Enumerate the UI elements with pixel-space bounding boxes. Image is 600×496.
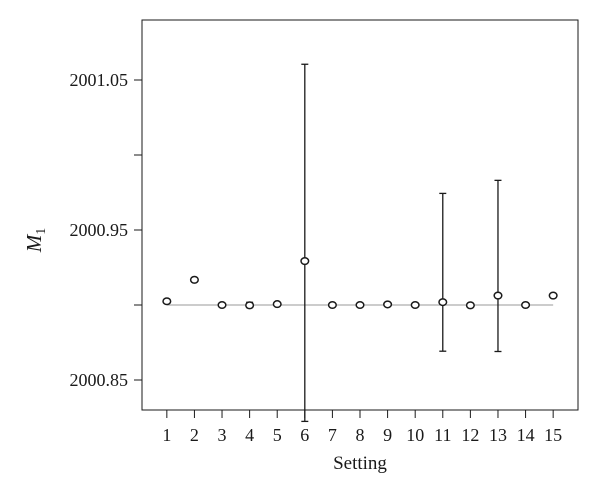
data-point: [493, 291, 503, 300]
x-axis: 1 2 3 4 5 6 7 8 9 10 11 12 13 14 15: [162, 410, 562, 445]
data-point: [465, 301, 475, 310]
y-axis-title: M1: [22, 228, 49, 254]
data-point: [548, 291, 558, 300]
data-point: [521, 300, 531, 310]
x-tick-label: 8: [356, 425, 365, 445]
data-point: [383, 300, 393, 309]
series: [162, 63, 558, 423]
data-point: [355, 300, 365, 310]
data-point: [162, 297, 172, 306]
x-tick-label: 1: [162, 425, 171, 445]
x-tick-label: 5: [273, 425, 282, 445]
data-point: [189, 275, 199, 284]
x-tick-label: 2: [190, 425, 199, 445]
x-tick-label: 12: [461, 425, 479, 445]
x-tick-label: 13: [489, 425, 507, 445]
y-tick-label: 2000.95: [70, 220, 129, 240]
data-point: [327, 300, 337, 310]
y-axis-title-main: M: [22, 233, 46, 253]
x-tick-label: 15: [544, 425, 562, 445]
x-axis-title: Setting: [333, 453, 387, 474]
y-axis-title-subscript: 1: [34, 228, 49, 235]
x-tick-label: 14: [517, 425, 535, 445]
data-point: [300, 257, 310, 266]
data-point: [272, 300, 282, 309]
x-tick-label: 4: [245, 425, 254, 445]
x-tick-label: 7: [328, 425, 337, 445]
y-axis: 2000.85 2000.95 2001.05: [70, 70, 142, 390]
x-tick-label: 10: [406, 425, 424, 445]
y-tick-label: 2000.85: [70, 370, 129, 390]
data-point: [245, 301, 255, 310]
data-point: [438, 298, 448, 307]
data-point: [410, 300, 420, 310]
plot-frame: [141, 19, 579, 411]
data-point: [217, 300, 227, 310]
x-tick-label: 9: [383, 425, 392, 445]
x-tick-label: 6: [300, 425, 309, 445]
x-tick-label: 3: [218, 425, 227, 445]
x-tick-label: 11: [434, 425, 451, 445]
y-tick-label: 2001.05: [70, 70, 129, 90]
